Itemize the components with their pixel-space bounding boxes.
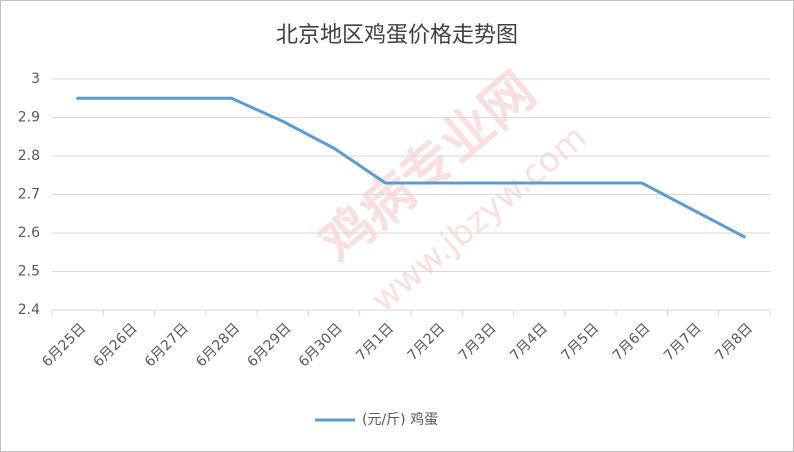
data-line [76,96,746,239]
y-tick-label: 2.8 [18,148,40,164]
y-tick-label: 3 [31,71,40,87]
y-tick-label: 2.9 [18,110,40,126]
y-tick-label: 2.5 [18,264,40,280]
y-tick-label: 2.7 [18,187,40,203]
y-tick-label: 2.4 [18,302,40,318]
chart-title: 北京地区鸡蛋价格走势图 [276,23,518,48]
legend-label: (元/斤) 鸡蛋 [362,411,438,428]
y-tick-label: 2.6 [18,225,40,241]
